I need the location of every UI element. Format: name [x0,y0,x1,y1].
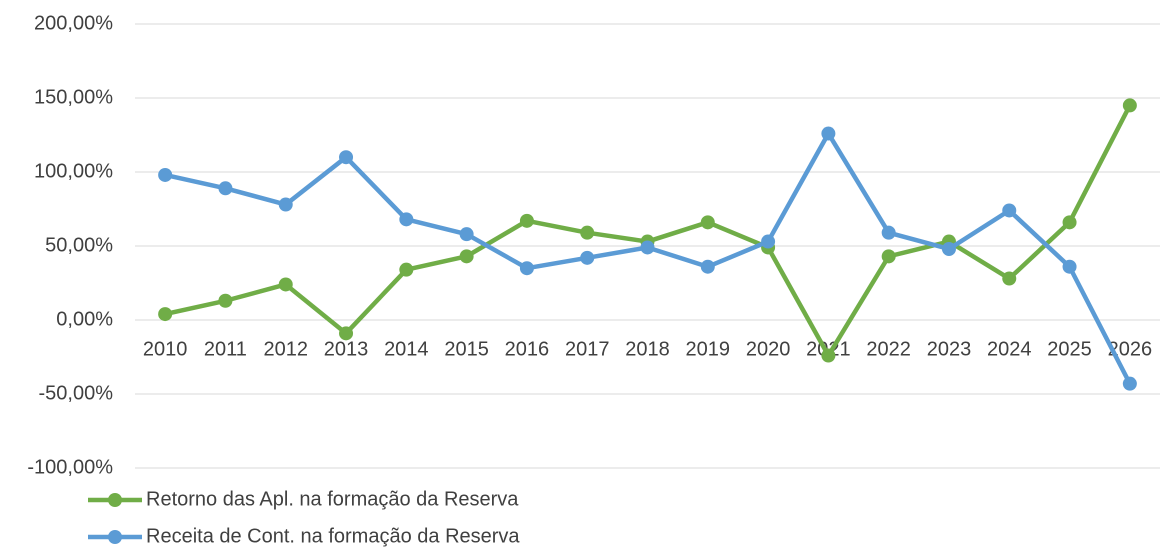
x-tick-label: 2024 [987,338,1032,360]
x-tick-label: 2020 [746,338,791,360]
series-marker [218,293,233,308]
series-marker [881,249,896,264]
series-marker [700,215,715,230]
series-marker [941,241,956,256]
x-tick-label: 2017 [565,338,610,360]
x-tick-label: 2010 [143,338,188,360]
series-marker [399,212,414,227]
series-marker [278,277,293,292]
series-marker [700,259,715,274]
series-marker [881,225,896,240]
series-marker [519,213,534,228]
series-marker [580,250,595,265]
x-tick-label: 2011 [204,338,247,360]
legend-label: Retorno das Apl. na formação da Reserva [146,488,519,510]
series-marker [399,262,414,277]
series-marker [158,307,173,322]
legend-swatch-marker [108,530,122,544]
series-marker [459,249,474,264]
series-marker [278,197,293,212]
series-line [164,104,1132,358]
series-marker [459,227,474,242]
x-tick-label: 2026 [1108,338,1153,360]
x-tick-label: 2025 [1047,338,1092,360]
legend-label: Receita de Cont. na formação da Reserva [146,525,520,547]
series-marker [1122,98,1137,113]
x-tick-label: 2016 [505,338,550,360]
series-marker [640,240,655,255]
x-tick-label: 2015 [444,338,489,360]
y-tick-label: 100,00% [34,160,113,182]
series-marker [218,181,233,196]
y-tick-label: 200,00% [34,12,113,34]
series-marker [821,348,836,363]
x-tick-label: 2012 [263,338,308,360]
series-marker [339,150,354,165]
x-tick-label: 2018 [625,338,670,360]
series-marker [519,261,534,276]
y-tick-label: 50,00% [45,234,113,256]
series-marker [580,225,595,240]
x-tick-label: 2019 [686,338,731,360]
series-marker [1002,203,1017,218]
legend-swatch-marker [108,493,122,507]
series-marker [339,326,354,341]
series-marker [1062,215,1077,230]
y-tick-label: -100,00% [27,456,113,478]
x-tick-label: 2022 [866,338,911,360]
series-marker [1062,259,1077,274]
y-tick-label: 0,00% [56,308,113,330]
series-marker [1122,376,1137,391]
x-tick-label: 2013 [324,338,369,360]
series-marker [761,234,776,249]
series-marker [1002,271,1017,286]
series-marker [158,167,173,182]
x-tick-label: 2023 [927,338,972,360]
x-tick-label: 2014 [384,338,429,360]
y-tick-label: 150,00% [34,86,113,108]
series-marker [821,126,836,141]
y-tick-label: -50,00% [39,382,114,404]
